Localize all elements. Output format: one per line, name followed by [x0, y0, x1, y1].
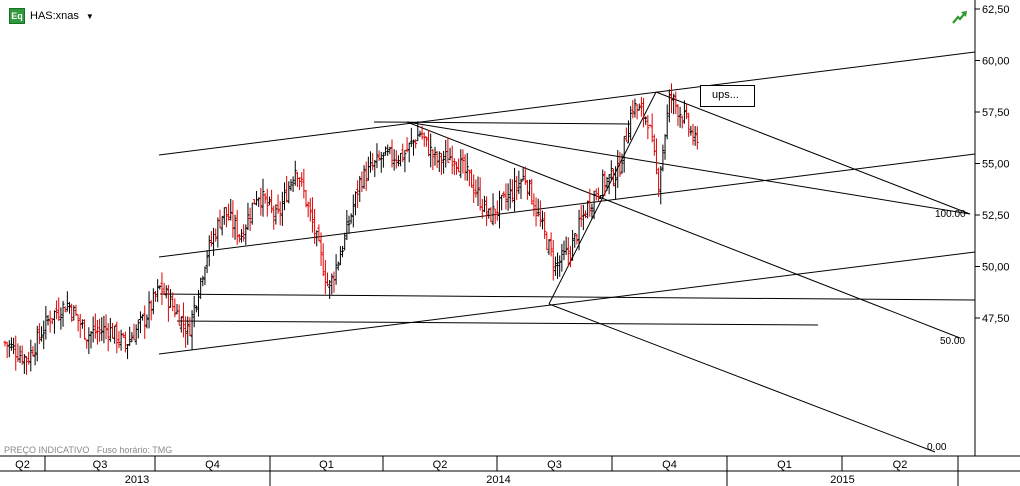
y-tick-label: 60,00 [982, 56, 1010, 68]
year-label: 2014 [486, 474, 510, 486]
quarter-label: Q4 [205, 459, 220, 471]
quarter-label: Q2 [433, 459, 448, 471]
equity-badge-icon: Eq [9, 8, 25, 24]
fan-level-label: 100.00 [935, 209, 966, 220]
quarter-label: Q3 [93, 459, 108, 471]
annotation-box[interactable]: ups... [700, 85, 755, 107]
year-label: 2013 [125, 474, 149, 486]
trend-line [406, 121, 961, 339]
trend-line [406, 121, 971, 215]
price-label: PREÇO INDICATIVO [4, 445, 90, 455]
trend-line [548, 303, 936, 453]
quarter-label: Q3 [547, 459, 562, 471]
trend-up-arrow-icon[interactable] [952, 9, 968, 25]
trend-line [158, 153, 976, 258]
y-tick-label: 55,00 [982, 159, 1010, 171]
chevron-down-icon[interactable]: ▼ [85, 11, 94, 21]
quarter-label: Q1 [777, 459, 792, 471]
trend-line [176, 320, 819, 326]
toolbar: Eq HAS:xnas ▼ [9, 8, 94, 24]
fan-level-label: 0.00 [927, 442, 947, 453]
y-tick-label: 52,50 [982, 210, 1010, 222]
trend-line [158, 251, 976, 355]
year-label: 2015 [830, 474, 854, 486]
trend-line [158, 51, 976, 156]
y-tick-label: 57,50 [982, 107, 1010, 119]
trend-line [159, 293, 976, 301]
quarter-label: Q4 [662, 459, 677, 471]
trend-line [373, 121, 631, 125]
timezone-label: Fuso horário: TMG [96, 445, 173, 455]
y-tick-label: 62,50 [982, 4, 1010, 16]
quarter-label: Q2 [893, 459, 908, 471]
ticker-label[interactable]: HAS:xnas [30, 10, 79, 22]
footnote: PREÇO INDICATIVO Fuso horário: TMG [4, 445, 172, 455]
quarter-label: Q2 [15, 459, 30, 471]
y-tick-label: 50,00 [982, 262, 1010, 274]
y-tick-label: 47,50 [982, 313, 1010, 325]
trend-line [655, 91, 971, 215]
quarter-label: Q1 [319, 459, 334, 471]
fan-level-label: 50.00 [940, 336, 965, 347]
